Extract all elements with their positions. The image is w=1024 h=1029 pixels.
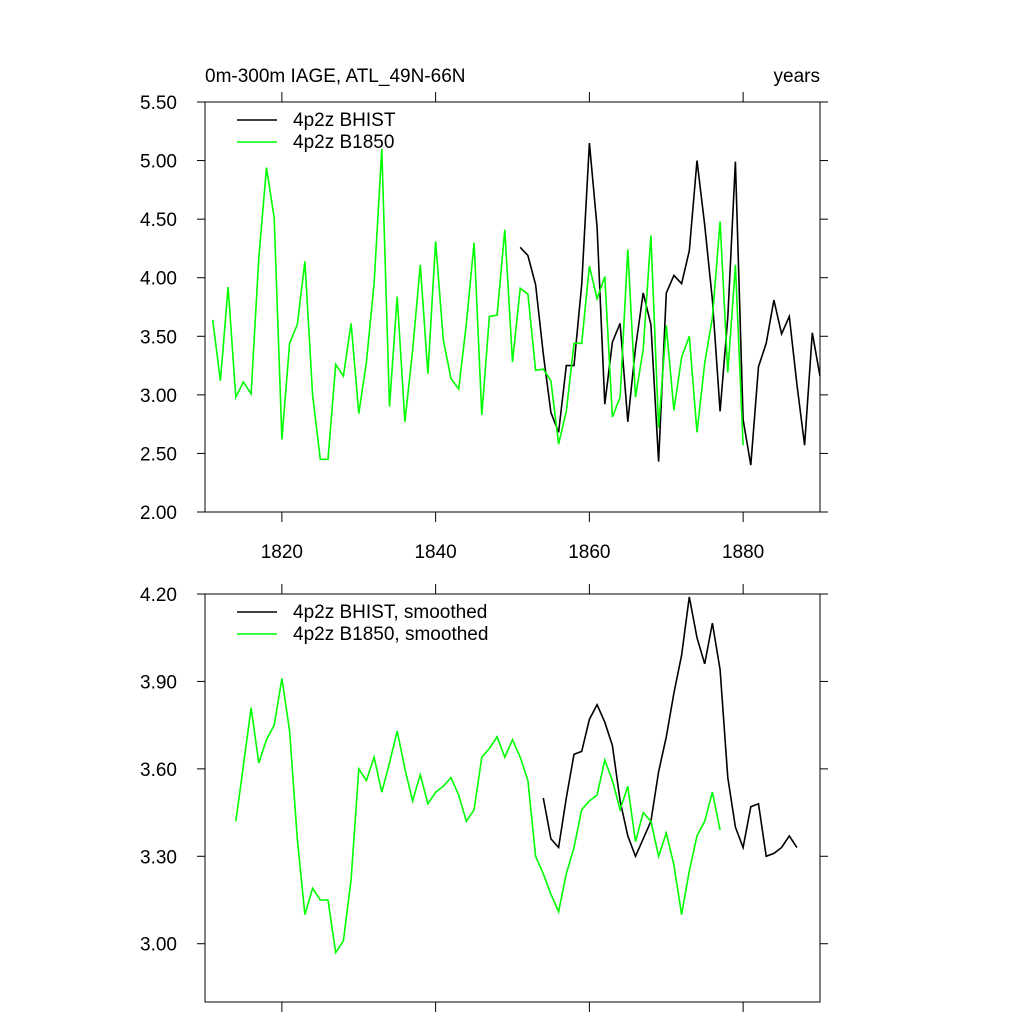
- y-tick-label: 4.50: [140, 210, 177, 231]
- y-tick-label: 4.00: [140, 269, 177, 290]
- y-tick-label: 3.30: [140, 847, 177, 868]
- x-tick-label: 1820: [261, 542, 303, 563]
- y-tick-label: 3.00: [140, 935, 177, 956]
- series-line: [211, 148, 744, 461]
- legend-label: 4p2z B1850, smoothed: [293, 624, 488, 645]
- series-line: [519, 142, 821, 466]
- chart-right-title: years: [774, 66, 820, 87]
- series-line: [542, 596, 798, 859]
- plot-frame: [204, 101, 821, 513]
- chart-title: 0m-300m IAGE, ATL_49N-66N: [205, 66, 465, 87]
- legend-label: 4p2z B1850: [293, 132, 394, 153]
- y-tick-label: 5.50: [140, 93, 177, 114]
- y-tick-label: 5.00: [140, 152, 177, 173]
- plot-frame: [204, 593, 821, 1003]
- x-tick-label: 1840: [414, 542, 456, 563]
- y-tick-label: 3.00: [140, 386, 177, 407]
- y-tick-label: 3.90: [140, 672, 177, 693]
- x-tick-label: 1860: [568, 542, 610, 563]
- legend-label: 4p2z BHIST: [293, 110, 396, 131]
- y-tick-label: 2.00: [140, 503, 177, 524]
- series-line: [235, 678, 721, 955]
- x-tick-label: 1880: [722, 542, 764, 563]
- y-tick-label: 3.60: [140, 760, 177, 781]
- y-tick-label: 4.20: [140, 585, 177, 606]
- y-tick-label: 3.50: [140, 327, 177, 348]
- y-tick-label: 2.50: [140, 444, 177, 465]
- legend-label: 4p2z BHIST, smoothed: [293, 602, 487, 623]
